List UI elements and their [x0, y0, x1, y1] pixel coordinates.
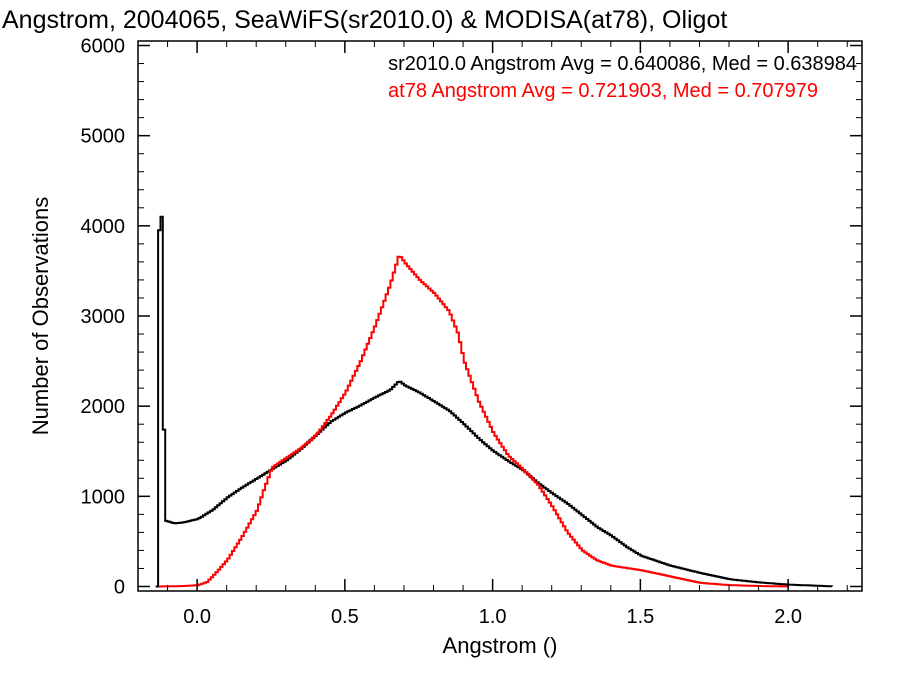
series-line-sr2010-0	[155, 215, 833, 588]
y-tick-label: 1000	[81, 486, 126, 508]
series-layer	[155, 215, 833, 588]
y-axis-title: Number of Observations	[28, 197, 53, 435]
plot-frame	[137, 40, 863, 592]
y-tick-label: 4000	[81, 216, 126, 238]
x-tick-label: 1.5	[626, 606, 654, 628]
chart-title: Angstrom, 2004065, SeaWiFS(sr2010.0) & M…	[2, 6, 727, 34]
y-tick-label: 0	[114, 576, 125, 598]
x-tick-label: 0.5	[331, 606, 359, 628]
axes-layer: 0.0 0.5 1.0 1.5 2.0 0 1000 2000 3000 4000 5000 6000	[81, 36, 863, 628]
x-tick-label: 1.0	[479, 606, 507, 628]
x-axis-title: Angstrom ()	[443, 633, 558, 658]
x-tick-label: 0.0	[183, 606, 211, 628]
x-tick-label: 2.0	[774, 606, 802, 628]
y-tick-label: 3000	[81, 306, 126, 328]
legend-entry-at78: at78 Angstrom Avg = 0.721903, Med = 0.70…	[388, 80, 818, 102]
legend-entry-sr2010: sr2010.0 Angstrom Avg = 0.640086, Med = …	[388, 53, 857, 75]
series-line-at78	[158, 255, 789, 588]
y-tick-label: 2000	[81, 396, 126, 418]
y-tick-label: 6000	[81, 36, 126, 58]
y-tick-label: 5000	[81, 126, 126, 148]
